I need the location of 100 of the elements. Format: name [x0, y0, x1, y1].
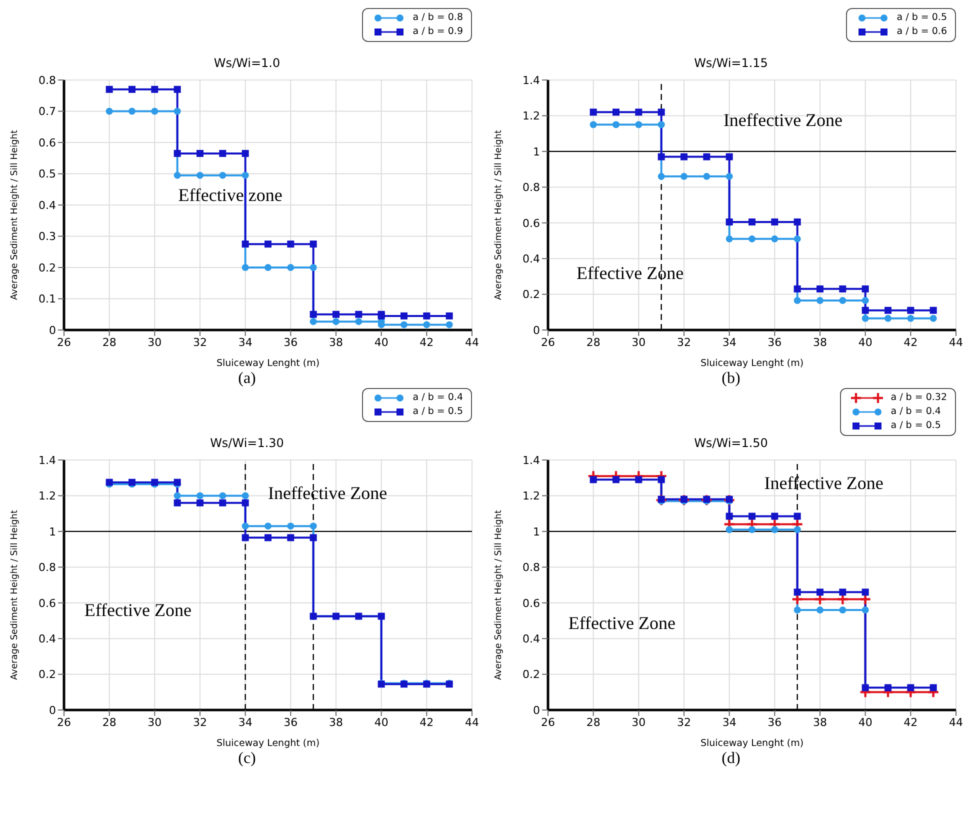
- x-tick-label: 28: [102, 336, 116, 349]
- x-tick-label: 36: [768, 336, 782, 349]
- legend-label: a / b = 0.8: [412, 11, 463, 25]
- x-tick-label: 34: [238, 336, 252, 349]
- x-tick-label: 38: [813, 336, 827, 349]
- x-tick-label: 26: [541, 716, 555, 729]
- legend-label: a / b = 0.32: [890, 391, 947, 405]
- x-tick-label: 34: [722, 716, 736, 729]
- x-tick-label: 28: [586, 336, 600, 349]
- x-tick-label: 38: [329, 716, 343, 729]
- x-tick-label: 40: [858, 716, 872, 729]
- legend-label: a / b = 0.6: [896, 25, 947, 39]
- legend-label: a / b = 0.4: [412, 391, 463, 405]
- y-tick-label: 0.2: [38, 261, 56, 274]
- chart-title: Ws/Wi=1.15: [693, 56, 769, 72]
- x-tick-label: 44: [949, 716, 963, 729]
- text: (b): [720, 370, 742, 388]
- text: (d): [720, 750, 742, 768]
- legend-label: a / b = 0.5: [896, 11, 947, 25]
- x-axis-title: Sluiceway Lenght (m): [216, 358, 320, 369]
- x-tick-label: 28: [102, 716, 116, 729]
- y-axis-title: Average Sediment Height / Sill Height: [494, 510, 504, 680]
- y-tick-label: 1.2: [522, 110, 540, 123]
- y-tick-label: 0: [49, 704, 56, 717]
- x-tick-label: 34: [722, 336, 736, 349]
- x-tick-label: 36: [768, 716, 782, 729]
- x-tick-label: 36: [284, 716, 298, 729]
- legend-label: a / b = 0.9: [412, 25, 463, 39]
- annotation: Ineffective Zone: [268, 482, 388, 504]
- x-tick-label: 32: [193, 716, 207, 729]
- x-tick-label: 28: [586, 716, 600, 729]
- legend-label: a / b = 0.5: [412, 405, 463, 419]
- x-tick-label: 44: [465, 336, 479, 349]
- y-tick-label: 0.5: [38, 168, 56, 181]
- y-tick-label: 1: [533, 145, 540, 158]
- x-tick-label: 30: [148, 336, 162, 349]
- x-tick-label: 30: [148, 716, 162, 729]
- x-tick-label: 36: [284, 336, 298, 349]
- x-tick-label: 40: [858, 336, 872, 349]
- chart-title: Ws/Wi=1.50: [693, 436, 769, 452]
- y-tick-label: 1.2: [522, 490, 540, 503]
- x-tick-label: 34: [238, 716, 252, 729]
- x-tick-label: 30: [632, 336, 646, 349]
- annotation: Effective zone: [178, 185, 282, 206]
- y-tick-label: 0.4: [522, 632, 540, 646]
- y-tick-label: 0.3: [38, 230, 56, 244]
- y-tick-label: 0: [49, 324, 56, 337]
- annotation: Ineffective Zone: [764, 472, 884, 494]
- x-tick-label: 30: [632, 716, 646, 729]
- x-tick-label: 32: [193, 336, 207, 349]
- y-tick-label: 0.8: [522, 561, 540, 574]
- annotation: Effective Zone: [568, 612, 676, 634]
- annotation: Ineffective Zone: [723, 110, 843, 131]
- legend-label: a / b = 0.5: [890, 419, 941, 433]
- annotation: Effective Zone: [576, 262, 684, 284]
- y-axis-title: Average Sediment Height / Sill Height: [10, 130, 20, 300]
- y-tick-label: 0.6: [522, 216, 540, 230]
- y-tick-label: 0.4: [522, 252, 540, 266]
- x-tick-label: 26: [57, 336, 71, 349]
- y-tick-label: 0.1: [38, 292, 56, 306]
- annotation: Effective Zone: [84, 600, 192, 621]
- y-tick-label: 1.2: [38, 490, 56, 503]
- x-tick-label: 26: [57, 716, 71, 729]
- x-tick-label: 38: [329, 336, 343, 349]
- x-tick-label: 40: [374, 716, 388, 729]
- text: (c): [237, 750, 257, 768]
- legend-label: a / b = 0.4: [890, 405, 941, 419]
- x-tick-label: 32: [677, 336, 691, 349]
- y-tick-label: 0.6: [522, 596, 540, 610]
- text: (a): [237, 370, 257, 388]
- y-tick-label: 0.6: [38, 136, 56, 150]
- y-tick-label: 1.4: [522, 74, 540, 87]
- y-tick-label: 0.4: [38, 198, 56, 212]
- x-axis-title: Sluiceway Lenght (m): [700, 358, 804, 369]
- y-axis-title: Average Sediment Height / Sill Height: [494, 130, 504, 300]
- y-tick-label: 0.2: [38, 668, 56, 682]
- y-tick-label: 0.2: [522, 668, 540, 682]
- y-tick-label: 0.8: [522, 181, 540, 194]
- y-axis-title: Average Sediment Height / Sill Height: [10, 510, 20, 680]
- y-tick-label: 0.6: [38, 596, 56, 610]
- y-tick-label: 1: [533, 525, 540, 538]
- x-axis-title: Sluiceway Lenght (m): [216, 738, 320, 749]
- chart-title: Ws/Wi=1.30: [209, 436, 285, 452]
- x-tick-label: 42: [904, 336, 918, 349]
- y-tick-label: 0.7: [38, 105, 56, 118]
- y-tick-label: 0.4: [38, 632, 56, 646]
- x-tick-label: 40: [374, 336, 388, 349]
- y-tick-label: 0.8: [38, 74, 56, 87]
- y-tick-label: 1: [49, 525, 56, 538]
- y-tick-label: 0.2: [522, 288, 540, 302]
- y-tick-label: 0.8: [38, 561, 56, 574]
- x-tick-label: 42: [420, 336, 434, 349]
- x-tick-label: 42: [904, 716, 918, 729]
- y-tick-label: 1.4: [522, 454, 540, 467]
- x-tick-label: 44: [949, 336, 963, 349]
- y-tick-label: 0: [533, 704, 540, 717]
- y-tick-label: 0: [533, 324, 540, 337]
- x-tick-label: 42: [420, 716, 434, 729]
- x-tick-label: 44: [465, 716, 479, 729]
- chart-title: Ws/Wi=1.0: [212, 56, 282, 72]
